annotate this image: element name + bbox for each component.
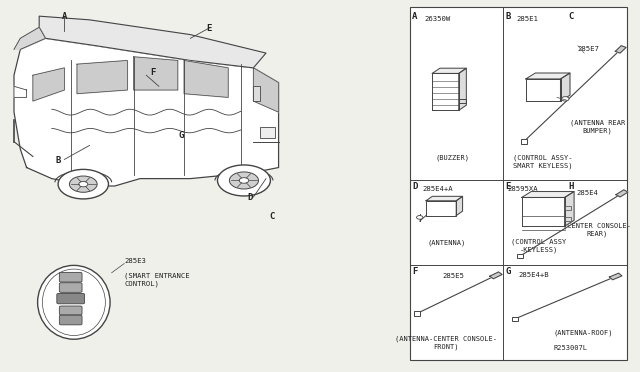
Polygon shape <box>33 68 65 101</box>
Polygon shape <box>564 192 574 226</box>
Circle shape <box>79 182 88 187</box>
Text: 26350W: 26350W <box>425 16 451 22</box>
FancyBboxPatch shape <box>60 272 82 282</box>
Text: 285E4+A: 285E4+A <box>422 186 453 192</box>
Circle shape <box>239 178 249 183</box>
Polygon shape <box>39 16 266 68</box>
Bar <box>410 7 627 359</box>
Text: H: H <box>568 182 574 191</box>
Bar <box>520 140 527 144</box>
Text: B: B <box>56 157 61 166</box>
Polygon shape <box>526 73 570 79</box>
Polygon shape <box>561 73 570 101</box>
Polygon shape <box>14 27 45 49</box>
Circle shape <box>69 176 97 192</box>
Ellipse shape <box>38 265 110 339</box>
Text: (ANTENNA-ROOF): (ANTENNA-ROOF) <box>553 330 612 337</box>
Bar <box>253 86 260 101</box>
Text: (ANTENNA): (ANTENNA) <box>427 240 465 246</box>
Polygon shape <box>616 190 628 197</box>
Polygon shape <box>432 73 459 110</box>
Polygon shape <box>426 196 463 201</box>
Polygon shape <box>522 198 564 226</box>
Circle shape <box>229 172 259 189</box>
Text: F: F <box>412 267 417 276</box>
Circle shape <box>417 215 423 219</box>
Polygon shape <box>253 68 278 112</box>
Text: B: B <box>506 12 511 21</box>
Polygon shape <box>184 61 228 97</box>
Text: 28595XA: 28595XA <box>508 186 538 192</box>
Polygon shape <box>609 273 622 280</box>
Polygon shape <box>77 61 127 94</box>
Text: 285E7: 285E7 <box>578 46 600 52</box>
Text: A: A <box>412 12 417 21</box>
Polygon shape <box>14 86 27 97</box>
Text: G: G <box>179 131 184 140</box>
Bar <box>260 127 275 138</box>
Polygon shape <box>459 68 467 110</box>
FancyBboxPatch shape <box>60 283 82 292</box>
Text: 285E3: 285E3 <box>124 258 146 264</box>
Text: D: D <box>412 182 417 191</box>
Text: 285E1: 285E1 <box>516 16 539 22</box>
Polygon shape <box>432 68 467 73</box>
Text: E: E <box>506 182 511 191</box>
Text: 285E4+B: 285E4+B <box>518 272 548 278</box>
Polygon shape <box>14 38 278 186</box>
Circle shape <box>58 169 109 199</box>
Polygon shape <box>134 57 178 90</box>
Polygon shape <box>526 79 561 101</box>
FancyBboxPatch shape <box>57 294 84 304</box>
Text: F: F <box>150 68 156 77</box>
Bar <box>414 311 420 315</box>
Text: C: C <box>269 212 275 221</box>
Text: G: G <box>506 267 511 276</box>
Polygon shape <box>490 272 502 279</box>
Circle shape <box>561 97 569 101</box>
Polygon shape <box>522 192 574 198</box>
Text: (CENTER CONSOLE-
REAR): (CENTER CONSOLE- REAR) <box>563 223 632 237</box>
Bar <box>512 317 518 321</box>
Text: (ANTENNA-CENTER CONSOLE-
FRONT): (ANTENNA-CENTER CONSOLE- FRONT) <box>395 336 497 350</box>
Bar <box>564 217 571 221</box>
Polygon shape <box>456 196 463 215</box>
Text: C: C <box>568 12 574 21</box>
Text: 285E5: 285E5 <box>442 273 464 279</box>
Text: A: A <box>61 13 67 22</box>
Text: R253007L: R253007L <box>553 345 588 351</box>
Circle shape <box>218 165 271 196</box>
Text: (SMART ENTRANCE
CONTROL): (SMART ENTRANCE CONTROL) <box>124 272 190 286</box>
Text: (ANTENNA REAR
BUMPER): (ANTENNA REAR BUMPER) <box>570 119 625 134</box>
Text: (CONTROL ASSY
-KEYLESS): (CONTROL ASSY -KEYLESS) <box>511 238 566 253</box>
Polygon shape <box>615 46 626 53</box>
Polygon shape <box>426 201 456 215</box>
Bar <box>516 254 523 259</box>
Text: D: D <box>248 193 253 202</box>
Text: (CONTROL ASSY-
SMART KEYLESS): (CONTROL ASSY- SMART KEYLESS) <box>513 155 573 169</box>
Text: E: E <box>207 23 212 32</box>
FancyBboxPatch shape <box>60 315 82 325</box>
FancyBboxPatch shape <box>60 306 82 315</box>
Bar <box>564 206 571 210</box>
Text: (BUZZER): (BUZZER) <box>435 155 470 161</box>
Text: 285E4: 285E4 <box>576 190 598 196</box>
